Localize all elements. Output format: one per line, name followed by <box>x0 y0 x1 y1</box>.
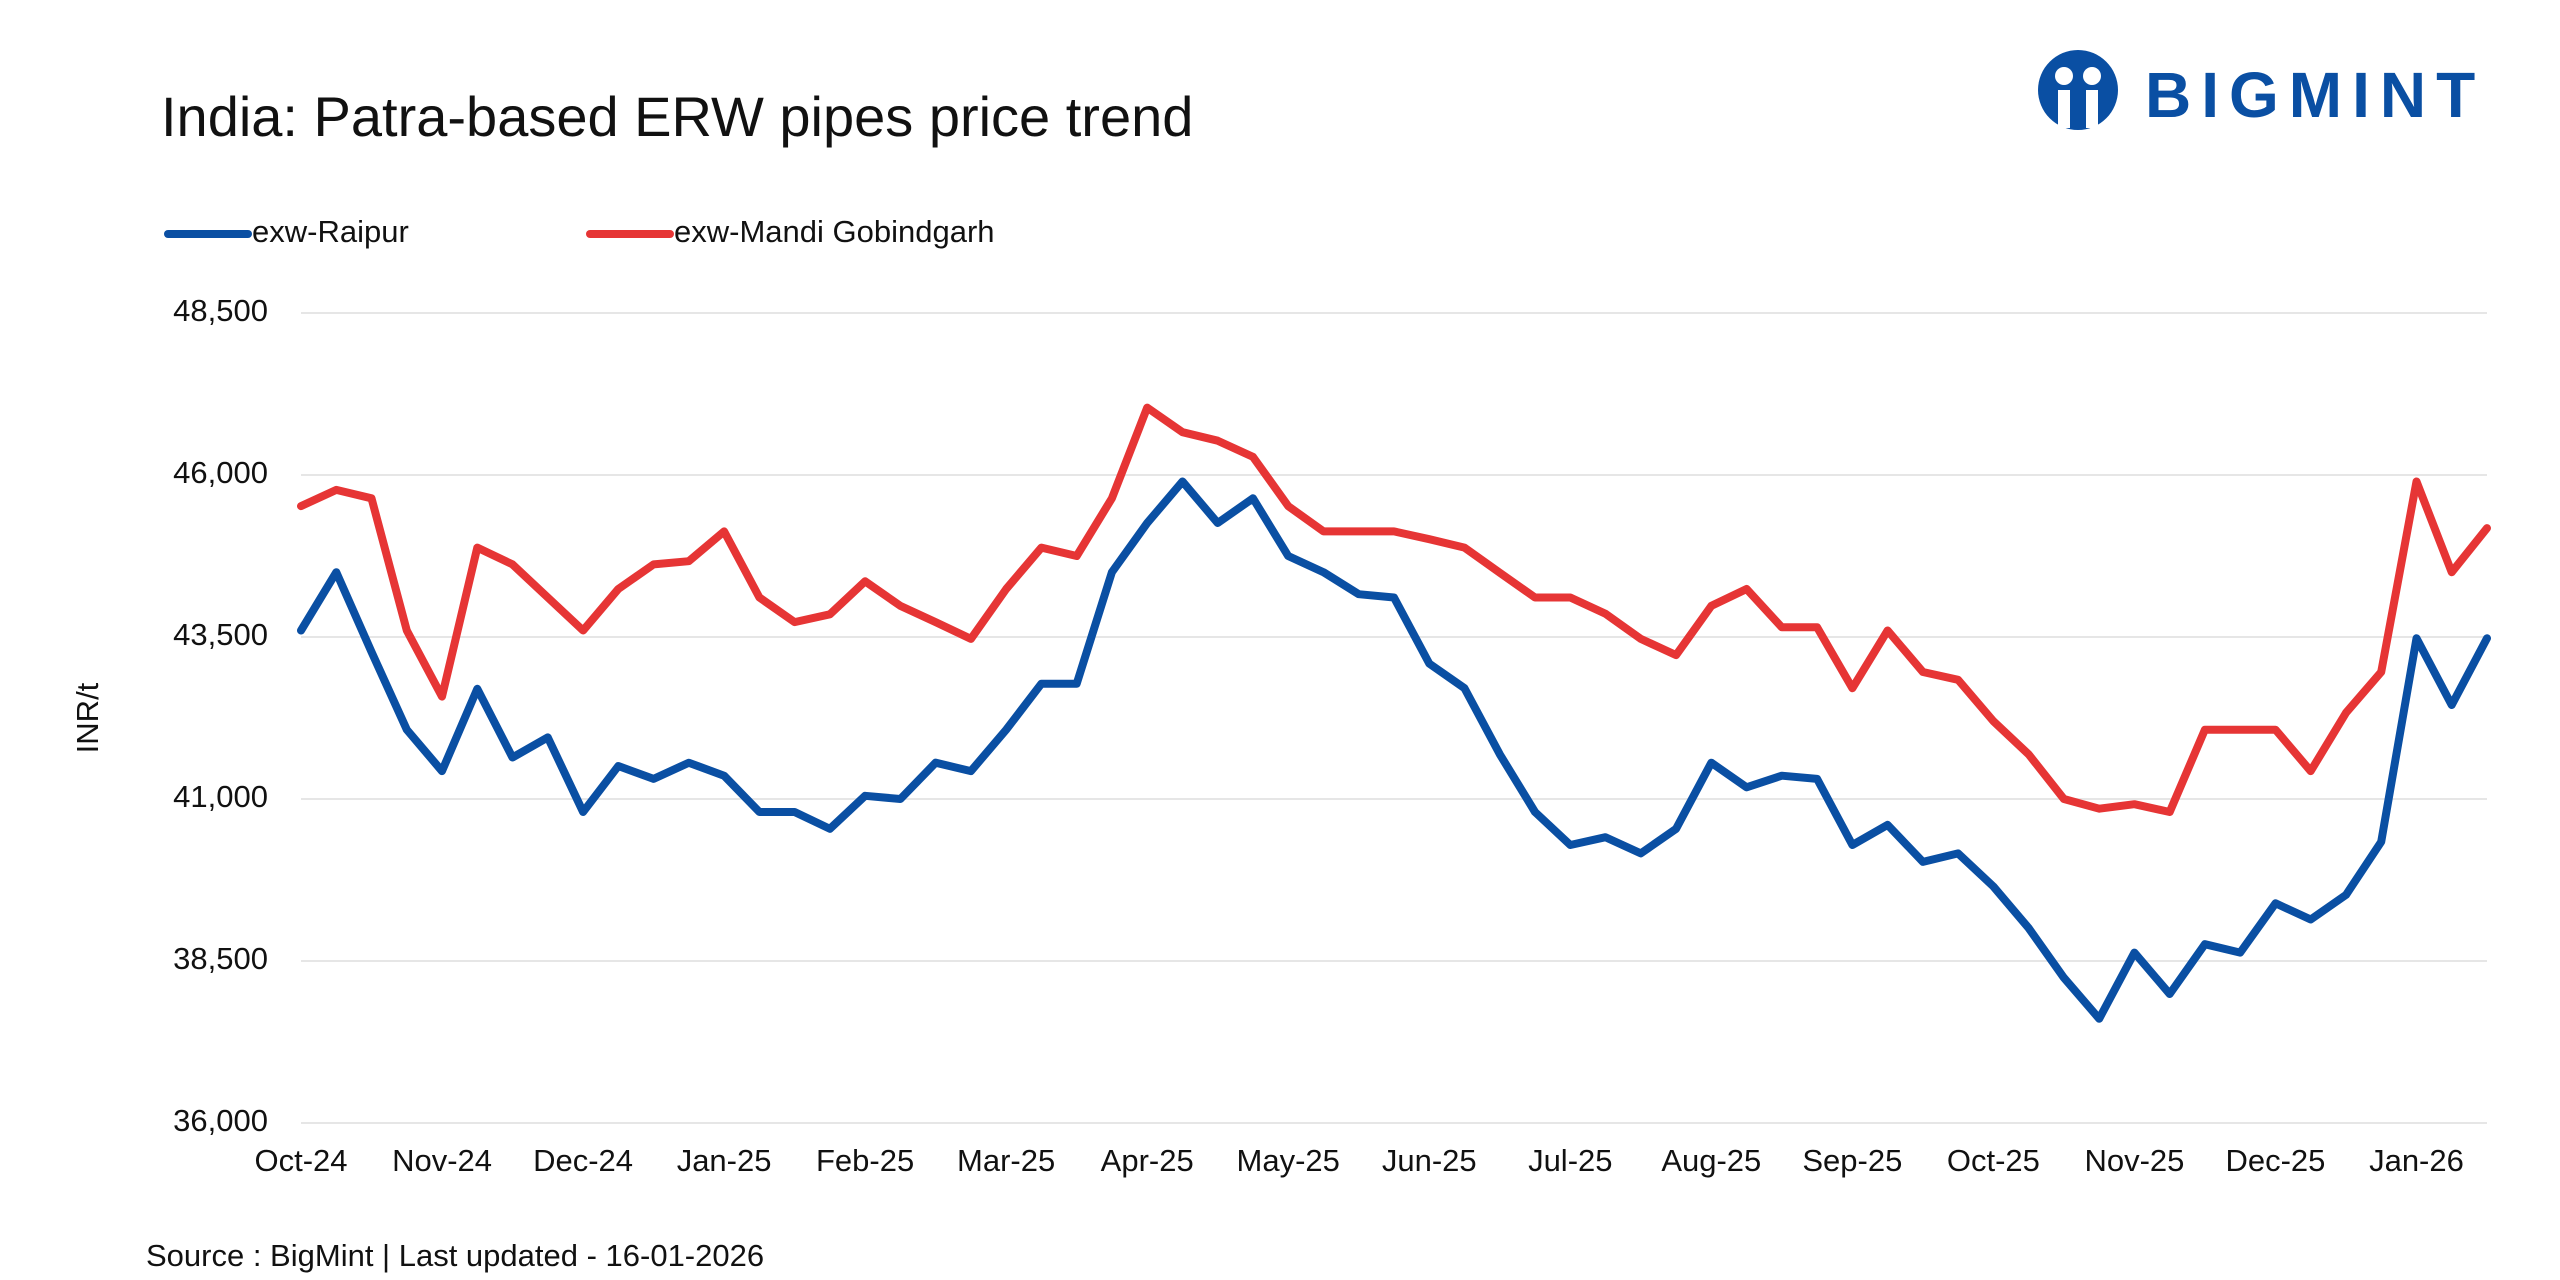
x-tick-label: Nov-25 <box>2084 1143 2184 1178</box>
logo-mark <box>2055 67 2073 85</box>
logo-mark <box>2083 67 2101 85</box>
y-axis-label: INR/t <box>70 682 105 753</box>
logo-mark <box>2086 90 2098 128</box>
x-tick-label: Feb-25 <box>816 1143 914 1178</box>
x-tick-label: Jan-25 <box>677 1143 772 1178</box>
x-tick-label: Jun-25 <box>1382 1143 1477 1178</box>
x-tick-label: Jan-26 <box>2369 1143 2464 1178</box>
y-tick-label: 48,500 <box>173 293 268 328</box>
x-tick-label: Oct-25 <box>1947 1143 2040 1178</box>
y-tick-label: 36,000 <box>173 1103 268 1138</box>
logo-mark <box>2058 90 2070 128</box>
series-line <box>297 403 2491 816</box>
x-tick-label: May-25 <box>1237 1143 1340 1178</box>
x-tick-label: Mar-25 <box>957 1143 1055 1178</box>
x-tick-label: Dec-25 <box>2225 1143 2325 1178</box>
chart-title: India: Patra-based ERW pipes price trend <box>161 85 1193 148</box>
x-tick-label: Apr-25 <box>1101 1143 1194 1178</box>
legend-label: exw-Raipur <box>252 214 409 249</box>
source-note: Source : BigMint | Last updated - 16-01-… <box>146 1238 764 1273</box>
x-tick-label: Nov-24 <box>392 1143 492 1178</box>
logo-mark <box>2038 50 2118 130</box>
x-tick-label: Sep-25 <box>1802 1143 1902 1178</box>
legend-label: exw-Mandi Gobindgarh <box>674 214 995 249</box>
x-tick-label: Oct-24 <box>254 1143 347 1178</box>
logo-text: BIGMINT <box>2145 59 2485 131</box>
y-tick-label: 43,500 <box>173 617 268 652</box>
y-tick-label: 41,000 <box>173 779 268 814</box>
y-tick-label: 38,500 <box>173 941 268 976</box>
x-tick-label: Jul-25 <box>1528 1143 1612 1178</box>
series-line <box>297 477 2491 1023</box>
x-tick-label: Dec-24 <box>533 1143 633 1178</box>
y-tick-label: 46,000 <box>173 455 268 490</box>
x-tick-label: Aug-25 <box>1661 1143 1761 1178</box>
